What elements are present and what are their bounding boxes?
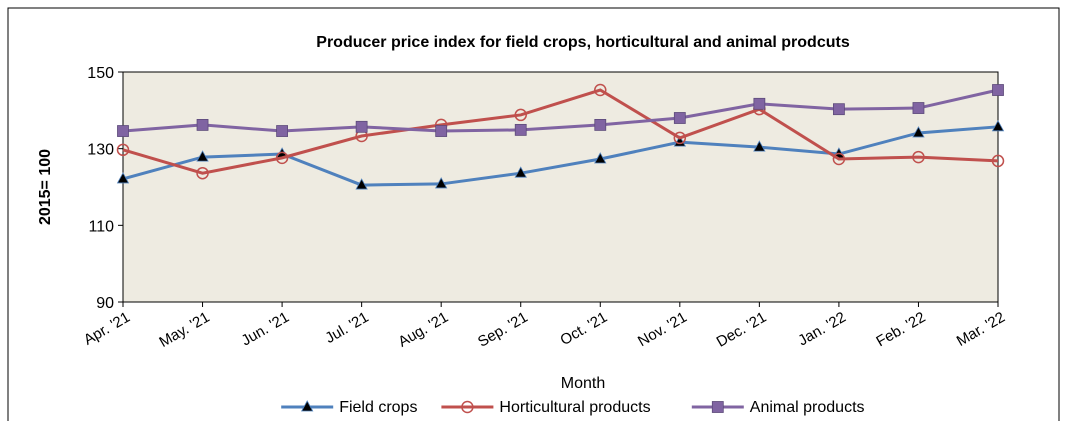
legend-label: Horticultural products <box>499 399 650 416</box>
y-tick-label: 130 <box>87 142 114 159</box>
data-point <box>912 102 925 114</box>
data-point <box>912 150 925 164</box>
series-line <box>122 88 999 175</box>
data-point <box>912 126 925 138</box>
data-point <box>514 166 527 178</box>
data-point <box>196 150 209 162</box>
data-point <box>355 120 368 133</box>
legend-label: Animal products <box>750 399 865 416</box>
data-point <box>196 166 209 180</box>
y-tick-label: 110 <box>88 218 114 235</box>
legend-marker <box>301 400 314 412</box>
y-tick-label: 90 <box>96 295 114 312</box>
legend-label: Field crops <box>339 399 417 416</box>
data-point <box>116 172 130 184</box>
data-point <box>991 154 1005 168</box>
data-point <box>116 143 130 157</box>
data-point <box>275 151 289 165</box>
data-point <box>594 152 607 164</box>
data-point <box>673 135 686 147</box>
data-point <box>753 97 766 110</box>
data-point <box>992 84 1004 96</box>
data-point <box>673 131 687 145</box>
series-line <box>122 125 999 187</box>
plot-area <box>122 71 999 303</box>
data-point <box>435 177 448 189</box>
data-point <box>833 103 845 116</box>
data-point <box>753 140 766 152</box>
data-point <box>594 83 607 97</box>
legend-marker <box>461 400 474 414</box>
series-line <box>122 88 999 133</box>
x-axis-label: Month <box>561 375 605 392</box>
data-point <box>355 178 368 190</box>
legend-marker <box>711 401 724 413</box>
data-point <box>435 125 448 137</box>
data-point <box>514 123 527 136</box>
y-tick-label: 150 <box>87 65 114 82</box>
data-point <box>514 108 527 122</box>
data-point <box>196 119 209 131</box>
data-point <box>117 125 129 137</box>
data-point <box>594 119 607 131</box>
data-point <box>276 125 288 137</box>
chart-title: Producer price index for field crops, ho… <box>316 34 850 51</box>
data-point <box>832 152 846 166</box>
data-point <box>673 112 686 124</box>
y-axis-label: 2015= 100 <box>37 149 54 225</box>
data-point <box>991 119 1005 132</box>
